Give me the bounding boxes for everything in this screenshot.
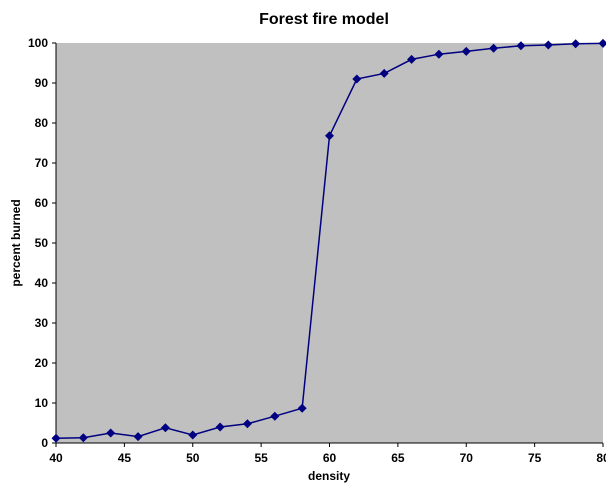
x-tick-label: 45 [118,451,132,465]
data-point-marker [215,422,225,432]
data-point-marker [543,40,553,50]
data-point-marker [51,433,61,443]
data-point-marker [379,68,389,78]
plot-area [56,43,603,443]
data-point-marker [516,41,526,51]
y-axis-ticks: 0 10 20 30 40 50 60 70 80 90 100 [28,36,56,450]
y-tick-label: 40 [35,276,49,290]
data-point-marker [489,43,499,53]
y-tick-label: 0 [41,436,48,450]
y-tick-label: 10 [35,396,49,410]
data-point-marker [242,419,252,429]
data-point-marker [78,433,88,443]
data-point-marker [571,39,581,49]
x-tick-label: 50 [186,451,200,465]
x-tick-label: 65 [391,451,405,465]
data-point-marker [188,430,198,440]
x-axis-ticks: 40 45 50 55 60 65 70 75 80 [49,443,606,465]
y-tick-label: 100 [28,36,48,50]
x-axis-label: density [308,469,350,483]
x-tick-label: 70 [460,451,474,465]
y-tick-label: 20 [35,356,49,370]
y-tick-label: 60 [35,196,49,210]
data-point-marker [160,423,170,433]
data-point-marker [598,38,606,48]
y-tick-label: 80 [35,116,49,130]
y-tick-label: 50 [35,236,49,250]
x-tick-label: 40 [49,451,63,465]
data-point-marker [325,131,334,141]
y-tick-label: 70 [35,156,49,170]
y-tick-label: 30 [35,316,49,330]
x-tick-label: 80 [596,451,606,465]
series-group [51,38,606,443]
x-tick-label: 55 [254,451,268,465]
data-point-marker [352,74,362,84]
data-point-marker [461,46,471,56]
data-point-marker [434,49,444,59]
x-tick-label: 75 [528,451,542,465]
y-axis-label: percent burned [9,199,23,286]
y-tick-label: 90 [35,76,49,90]
x-tick-label: 60 [323,451,337,465]
chart-title: Forest fire model [259,11,389,28]
data-point-marker [133,432,143,442]
data-point-marker [297,403,307,413]
data-point-marker [106,428,116,438]
data-point-marker [270,411,280,421]
data-point-marker [407,54,417,64]
